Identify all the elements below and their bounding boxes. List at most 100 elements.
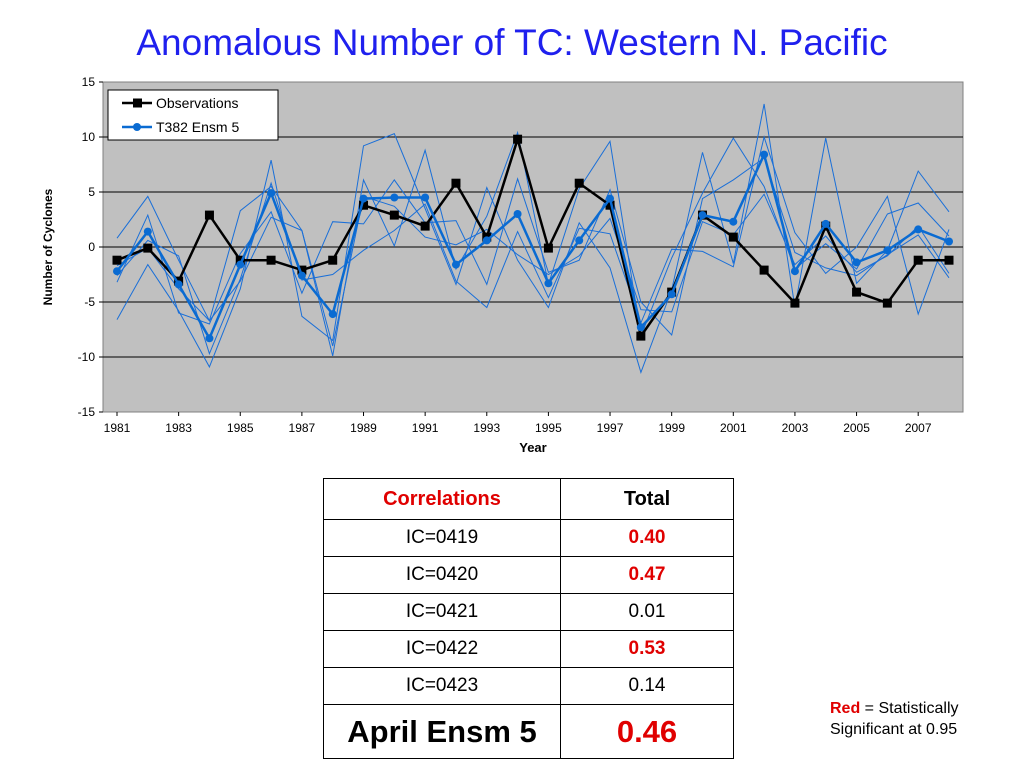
data-point (513, 210, 522, 218)
data-point (328, 255, 338, 265)
data-point (882, 298, 892, 308)
data-point (513, 134, 523, 144)
table-header-row: Correlations Total (323, 478, 734, 520)
summary-value: 0.46 (560, 704, 734, 759)
data-point (606, 194, 615, 203)
correlation-value: 0.40 (560, 519, 734, 557)
data-point (605, 200, 615, 210)
y-tick-label: 0 (88, 240, 95, 254)
y-tick-label: -10 (78, 350, 96, 364)
data-point (760, 150, 769, 159)
ic-label: IC=0423 (323, 667, 561, 705)
x-tick-label: 2007 (905, 421, 932, 435)
data-point (420, 221, 430, 231)
data-point (143, 243, 153, 253)
data-point (790, 267, 799, 276)
data-point (636, 323, 645, 332)
data-point (945, 237, 953, 246)
x-tick-label: 1993 (473, 421, 500, 435)
data-point (421, 193, 430, 202)
data-point (389, 210, 399, 220)
data-point (266, 255, 276, 265)
slide-title: Anomalous Number of TC: Western N. Pacif… (136, 22, 888, 63)
data-point (112, 255, 122, 265)
correlation-table: Correlations Total IC=0419 0.40 IC=0420 … (323, 478, 734, 759)
y-tick-label: 15 (82, 75, 96, 89)
note-red-word: Red (830, 700, 861, 717)
correlation-value: 0.47 (560, 556, 734, 594)
x-tick-label: 2003 (782, 421, 809, 435)
table-row: IC=0422 0.53 (323, 630, 734, 668)
data-point (359, 194, 368, 203)
data-point (482, 236, 491, 245)
data-point (235, 255, 245, 265)
data-point (544, 279, 553, 288)
x-tick-label: 1987 (289, 421, 316, 435)
data-point (143, 227, 152, 236)
ic-label: IC=0419 (323, 519, 561, 557)
y-tick-label: 10 (82, 130, 96, 144)
data-point (667, 290, 676, 299)
y-tick-label: -5 (84, 295, 95, 309)
data-point (852, 287, 862, 297)
observations-line (116, 134, 949, 340)
significance-note: Red = Statistically Significant at 0.95 (830, 698, 959, 740)
header-total: Total (560, 478, 734, 520)
note-text-line2: Significant at 0.95 (830, 721, 958, 738)
ensemble-member-line (116, 157, 950, 337)
data-point (297, 265, 307, 275)
ensemble-member-line (116, 103, 950, 374)
x-tick-label: 1985 (227, 421, 254, 435)
x-tick-label: 1997 (597, 421, 624, 435)
data-point (821, 219, 830, 228)
x-tick-label: 1999 (658, 421, 685, 435)
data-point (574, 178, 584, 188)
data-point (328, 310, 337, 319)
table-row: IC=0421 0.01 (323, 593, 734, 631)
data-point (267, 189, 276, 198)
y-tick-label: -15 (78, 405, 96, 419)
summary-label: April Ensm 5 (323, 704, 561, 759)
table-row: IC=0420 0.47 (323, 556, 734, 594)
legend-label: T382 Ensm 5 (156, 119, 239, 135)
x-tick-label: 1989 (350, 421, 377, 435)
correlation-value: 0.53 (560, 630, 734, 668)
t382-ensm-5-line (116, 150, 950, 342)
x-axis-label: Year (519, 440, 546, 455)
data-point (636, 331, 646, 341)
data-point (914, 225, 923, 234)
ensemble-member-line (116, 193, 950, 347)
note-text: = Statistically (860, 700, 959, 717)
data-point (944, 255, 954, 265)
data-point (728, 232, 738, 242)
legend-box (107, 89, 279, 141)
data-point (575, 236, 584, 245)
data-point (451, 260, 460, 269)
data-point (698, 211, 707, 220)
data-point (790, 298, 800, 308)
table-row: IC=0423 0.14 (323, 667, 734, 705)
ensemble-member-line (116, 130, 950, 357)
x-tick-label: 1983 (165, 421, 192, 435)
table-row: IC=0419 0.40 (323, 519, 734, 557)
data-point (113, 267, 121, 276)
data-point (390, 193, 399, 202)
x-tick-label: 1995 (535, 421, 562, 435)
correlation-value: 0.01 (560, 593, 734, 631)
y-axis-label: Number of Cyclones (41, 188, 55, 305)
y-tick-label: 5 (88, 185, 95, 199)
data-point (451, 178, 461, 188)
data-point (913, 255, 923, 265)
data-point (729, 217, 738, 226)
ic-label: IC=0420 (323, 556, 561, 594)
data-point (174, 280, 183, 289)
legend-marker (133, 98, 142, 108)
correlation-value: 0.14 (560, 667, 734, 705)
data-point (236, 260, 245, 269)
data-point (205, 334, 214, 343)
data-point (297, 271, 306, 280)
data-point (759, 265, 769, 275)
data-point (359, 200, 369, 210)
summary-row: April Ensm 5 0.46 (323, 704, 734, 759)
x-tick-label: 1991 (412, 421, 439, 435)
